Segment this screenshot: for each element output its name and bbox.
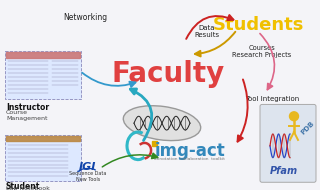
Text: Course
Management: Course Management <box>6 110 47 121</box>
Text: Networking: Networking <box>63 13 107 22</box>
Text: annotation  collaboration  toolkit: annotation collaboration toolkit <box>155 157 226 161</box>
FancyBboxPatch shape <box>4 135 81 181</box>
Circle shape <box>290 112 299 121</box>
Text: Courses
Research Projects: Courses Research Projects <box>232 45 292 58</box>
FancyBboxPatch shape <box>4 51 81 99</box>
Text: Student: Student <box>6 182 40 191</box>
Bar <box>5 136 79 141</box>
Bar <box>152 141 157 146</box>
Text: JGI: JGI <box>79 163 97 173</box>
Text: Lab Notebook: Lab Notebook <box>6 186 50 191</box>
Text: Pfam: Pfam <box>270 166 298 176</box>
Text: Students: Students <box>212 16 304 34</box>
Bar <box>5 52 79 58</box>
FancyBboxPatch shape <box>260 104 316 182</box>
Text: Tool Integration: Tool Integration <box>245 96 299 102</box>
Text: Instructor: Instructor <box>6 103 49 113</box>
Text: img-act: img-act <box>155 142 225 160</box>
Text: Faculty: Faculty <box>111 60 225 88</box>
Text: PDB: PDB <box>300 120 316 136</box>
Text: Sequence Data
New Tools: Sequence Data New Tools <box>69 171 107 182</box>
Ellipse shape <box>123 106 201 141</box>
Text: Data
Results: Data Results <box>195 25 220 38</box>
